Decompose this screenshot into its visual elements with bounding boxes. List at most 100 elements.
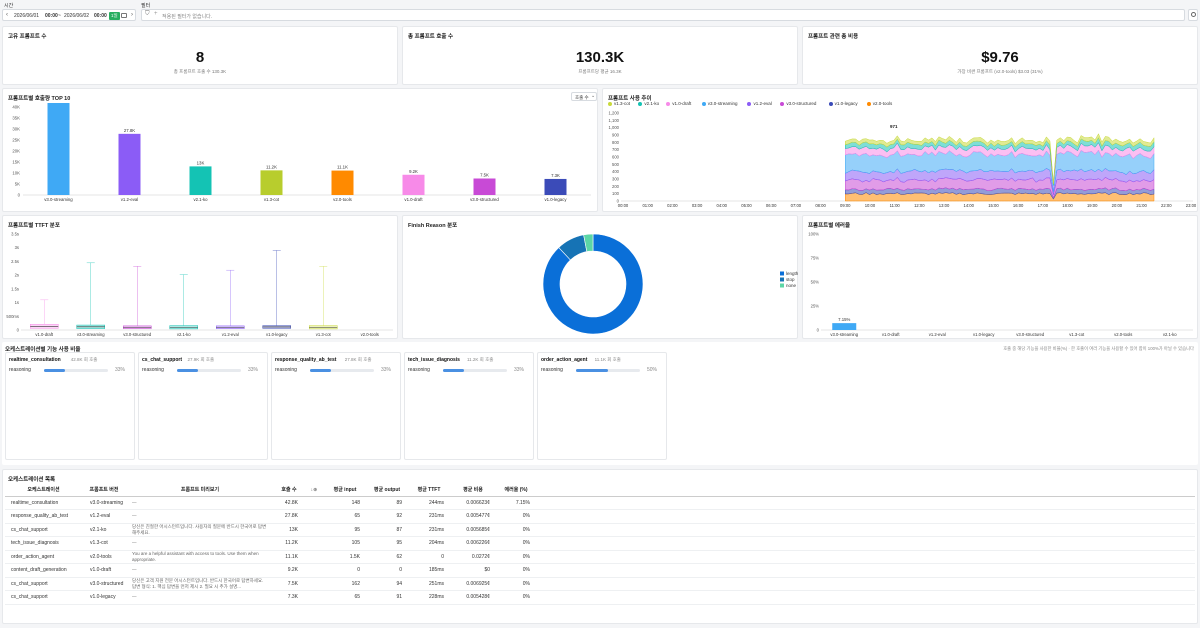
card-usage-bar-fill — [310, 368, 332, 372]
card-feature-label: reasoning — [275, 367, 297, 373]
card-call-count: 27.9K 회 호출 — [187, 357, 215, 362]
cell-avg-input: 162 — [324, 577, 366, 591]
usage-trend-panel: 프롬프트 사용 추이 v1.3-cot v2.1-ko v1.0-draft v3.0… — [602, 88, 1198, 212]
cell-calls: 42.8K — [274, 496, 304, 510]
cell-avg-ttft: 204ms — [408, 536, 450, 551]
orchestration-table-title: 오케스트레이션 목록 — [8, 477, 56, 483]
x-tick-label: 16:00 — [1013, 203, 1024, 208]
y-tick-label: 700 — [612, 147, 620, 152]
card-usage-pct: 33% — [115, 367, 126, 373]
x-tick-label: v2.0-tools — [1114, 332, 1132, 337]
col-avg-input[interactable]: 평균 input — [324, 484, 366, 497]
y-tick-label: 300 — [612, 177, 620, 182]
legend-label: v1.2-eval — [753, 101, 772, 106]
card-usage-pct: 33% — [381, 367, 392, 373]
x-tick-label: v1.0-draft — [35, 332, 54, 337]
y-tick-label: 0 — [617, 199, 620, 204]
cell-spacer — [536, 590, 1195, 605]
legend-swatch — [828, 102, 833, 106]
col-avg-output[interactable]: 평균 output — [366, 484, 408, 497]
card-orchestration-name: response_quality_ab_test — [275, 357, 337, 363]
table-row[interactable]: cs_chat_support v1.0-legacy —7.3K 65 91 228ms… — [5, 590, 1195, 605]
sort-select[interactable]: 호출 수 ⌄ — [571, 92, 597, 101]
cell-error-rate: 0% — [496, 536, 536, 551]
chevron-left-icon[interactable]: ‹ — [6, 12, 8, 18]
y-tick-label: 500 — [612, 162, 620, 167]
y-tick-label: 600 — [612, 155, 620, 160]
col-error-rate[interactable]: 에러율 (%) — [496, 484, 536, 497]
table-row[interactable]: response_quality_ab_test v1.2-eval —27.8K 6… — [5, 509, 1195, 524]
table-row[interactable]: cs_chat_support v2.1-ko 당신은 친절한 어시스턴트입니다. … — [5, 523, 1195, 537]
x-tick-label: v1.2-eval — [121, 197, 138, 202]
add-icon[interactable]: + — [154, 11, 158, 17]
bar-data-label: 27.8K — [124, 128, 135, 133]
cell-avg-cost: 0.005428¢ — [450, 590, 496, 605]
x-tick-label: 02:00 — [667, 203, 678, 208]
bar — [260, 170, 283, 195]
card-usage-pct: 33% — [514, 367, 525, 373]
cell-avg-output: 87 — [366, 523, 408, 537]
cell-spacer — [536, 496, 1195, 510]
col-sort-icon[interactable]: ↓⊕ — [304, 484, 324, 497]
card-orchestration-name: cs_chat_support — [142, 357, 183, 363]
col-prompt-preview[interactable]: 프롬프트 미리보기 — [126, 484, 274, 497]
stat-value: 130.3K — [575, 49, 625, 66]
x-tick-label: v1.0-legacy — [973, 332, 995, 337]
cell-spacer — [536, 509, 1195, 524]
orchestration-card[interactable]: cs_chat_support 27.9K 회 호출 reasoning 33% — [138, 352, 268, 460]
table-row[interactable]: realtime_consultation v3.0-streaming —42.8… — [5, 496, 1195, 510]
cell-orchestration: cs_chat_support — [5, 523, 82, 537]
orchestration-card[interactable]: response_quality_ab_test 27.8K 회 호출 reason… — [271, 352, 401, 460]
table-row[interactable]: order_action_agent v2.0-tools You are a he… — [5, 550, 1195, 564]
y-tick-label: 25% — [811, 304, 820, 309]
end-date: 2026/06/02 — [64, 13, 90, 19]
orchestration-card[interactable]: realtime_consultation 42.8K 회 호출 reasoning… — [5, 352, 135, 460]
x-tick-label: 00:00 — [618, 203, 629, 208]
filter-input[interactable]: ⛉ + 적용된 필터가 없습니다. — [141, 9, 1185, 21]
legend-swatch — [638, 102, 643, 106]
x-tick-label: 23:00 — [1186, 203, 1197, 208]
stat-value: 8 — [195, 49, 205, 66]
orchestration-card[interactable]: order_action_agent 11.1K 회 호출 reasoning 50% — [537, 352, 667, 460]
orchestration-table: 오케스트레이션 프롬프트 버전 프롬프트 미리보기 호출 수 ↓⊕ 평균 inp… — [5, 484, 1195, 605]
time-range-picker[interactable]: ‹ 2026/06/01 00:00 ~ 2026/06/02 00:00 1일… — [2, 9, 136, 21]
cell-calls: 7.5K — [274, 577, 304, 591]
card-usage-bar — [576, 368, 640, 372]
orchestration-card[interactable]: tech_issue_diagnosis 11.2K 회 호출 reasoning 3… — [404, 352, 534, 460]
cell-prompt-preview: — — [126, 590, 274, 605]
table-row[interactable]: tech_issue_diagnosis v1.3-cot —11.2K 105 95 2… — [5, 536, 1195, 551]
cell-prompt-version: v2.1-ko — [82, 523, 126, 537]
col-spacer — [536, 484, 1195, 497]
bar — [544, 178, 567, 195]
peak-label: 971 — [890, 124, 898, 129]
cell-calls: 9.2K — [274, 563, 304, 578]
x-tick-label: 19:00 — [1087, 203, 1098, 208]
top10-panel: 프롬프트별 호출량 TOP 10 호출 수 ⌄ 0 5K 10K 15K 20K 25K 3… — [2, 88, 598, 212]
card-usage-bar — [310, 368, 374, 372]
orchestration-usage-note: 호출 중 해당 기능을 사용한 비율(%) · 한 호출이 여러 기능을 사용할… — [1003, 346, 1194, 351]
card-orchestration-name: tech_issue_diagnosis — [408, 357, 460, 363]
cell-avg-output: 62 — [366, 550, 408, 564]
start-time: 00:00 — [45, 13, 58, 19]
legend-swatch — [701, 102, 706, 106]
card-call-count: 27.8K 회 호출 — [344, 357, 372, 362]
search-button[interactable] — [1188, 9, 1198, 21]
cell-prompt-version: v2.0-tools — [82, 550, 126, 564]
card-usage-bar-fill — [44, 368, 66, 372]
col-calls[interactable]: 호출 수 — [274, 484, 304, 497]
x-tick-label: 18:00 — [1062, 203, 1073, 208]
col-prompt-version[interactable]: 프롬프트 버전 — [82, 484, 126, 497]
filter-icon: ⛉ — [145, 11, 150, 17]
y-tick-label: 10K — [12, 171, 20, 176]
table-row[interactable]: content_draft_generation v1.0-draft —9.2K 0… — [5, 563, 1195, 578]
cell-spacer — [304, 550, 324, 564]
col-avg-ttft[interactable]: 평균 TTFT — [408, 484, 450, 497]
col-orchestration[interactable]: 오케스트레이션 — [5, 484, 82, 497]
chevron-right-icon[interactable]: › — [131, 12, 133, 18]
cell-prompt-preview: — — [126, 563, 274, 578]
cell-avg-output: 95 — [366, 536, 408, 551]
table-row[interactable]: cs_chat_support v3.0-structured 당신은 고객 지원 … — [5, 577, 1195, 591]
col-avg-cost[interactable]: 평균 비용 — [450, 484, 496, 497]
card-usage-pct: 50% — [647, 367, 658, 373]
calendar-icon[interactable] — [121, 13, 127, 18]
